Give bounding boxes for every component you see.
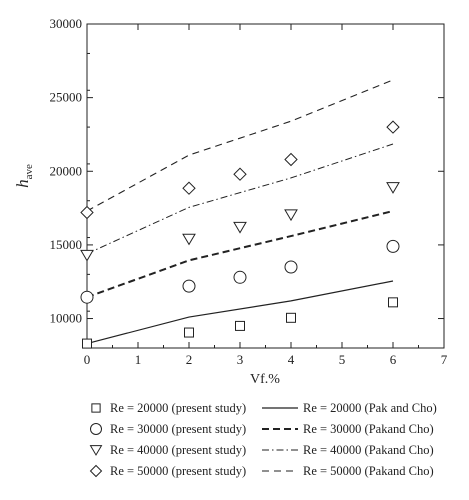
data-point-circle: [386, 239, 400, 253]
legend-label: Re = 50000 (present study): [110, 464, 246, 478]
x-tick-label: 4: [288, 352, 295, 367]
x-tick-label: 7: [441, 352, 448, 367]
legend-symbol-diamond: [89, 464, 103, 478]
data-point-diamond: [80, 205, 94, 220]
legend-symbol-square: [91, 403, 101, 413]
series-line-5: [86, 210, 394, 299]
y-tick-label: 25000: [50, 90, 83, 105]
data-point-diamond: [284, 152, 298, 167]
data-point-triangle-down: [386, 182, 400, 194]
data-point-triangle-down: [80, 249, 94, 262]
data-point-diamond: [386, 120, 400, 134]
y-tick-label: 10000: [50, 311, 83, 326]
x-axis-label: Vf.%: [250, 372, 280, 387]
x-axis: 0 1 2 3 4 5 6 7: [84, 24, 448, 367]
y-tick-label: 30000: [50, 16, 83, 31]
legend-label: Re = 40000 (present study): [110, 443, 246, 457]
legend-label: Re = 20000 (present study): [110, 401, 246, 415]
data-point-square: [235, 320, 245, 331]
x-tick-label: 1: [135, 352, 142, 367]
data-point-triangle-down: [284, 209, 298, 222]
marker-series: [80, 120, 400, 349]
data-point-square: [82, 338, 92, 349]
data-point-diamond: [182, 181, 196, 195]
data-point-circle: [233, 270, 247, 284]
series-line-4: [86, 280, 394, 345]
y-axis-label-sub: ave: [23, 164, 35, 179]
data-point-circle: [80, 290, 94, 304]
y-axis-label-main: h: [13, 179, 32, 188]
x-tick-label: 6: [390, 352, 397, 367]
series-line-6: [86, 143, 394, 255]
y-axis: 10000 15000 20000 25000 30000: [50, 16, 444, 349]
legend-label: Re = 30000 (present study): [110, 422, 246, 436]
legend-symbol-triangle-down: [89, 445, 103, 456]
legend-label: Re = 20000 (Pak and Cho): [303, 401, 437, 415]
x-tick-label: 2: [186, 352, 193, 367]
data-point-triangle-down: [233, 221, 247, 234]
legend-label: Re = 30000 (Pakand Cho): [303, 422, 434, 436]
x-tick-label: 0: [84, 352, 91, 367]
line-series: [86, 79, 394, 345]
data-point-square: [184, 327, 194, 338]
y-tick-label: 20000: [50, 163, 83, 178]
x-tick-label: 5: [339, 352, 346, 367]
data-point-square: [286, 312, 296, 323]
data-point-circle: [284, 260, 298, 274]
legend: Re = 20000 (present study) Re = 30000 (pr…: [89, 401, 437, 478]
legend-label: Re = 50000 (Pakand Cho): [303, 464, 434, 478]
x-tick-label: 3: [237, 352, 244, 367]
data-point-triangle-down: [182, 233, 196, 246]
series-line-7: [86, 79, 394, 212]
legend-symbol-circle: [90, 423, 102, 435]
data-point-diamond: [233, 167, 247, 181]
data-point-circle: [182, 279, 196, 293]
legend-label: Re = 40000 (Pakand Cho): [303, 443, 434, 457]
y-axis-label: have: [13, 164, 35, 188]
data-point-square: [388, 297, 398, 308]
y-tick-label: 15000: [50, 237, 83, 252]
